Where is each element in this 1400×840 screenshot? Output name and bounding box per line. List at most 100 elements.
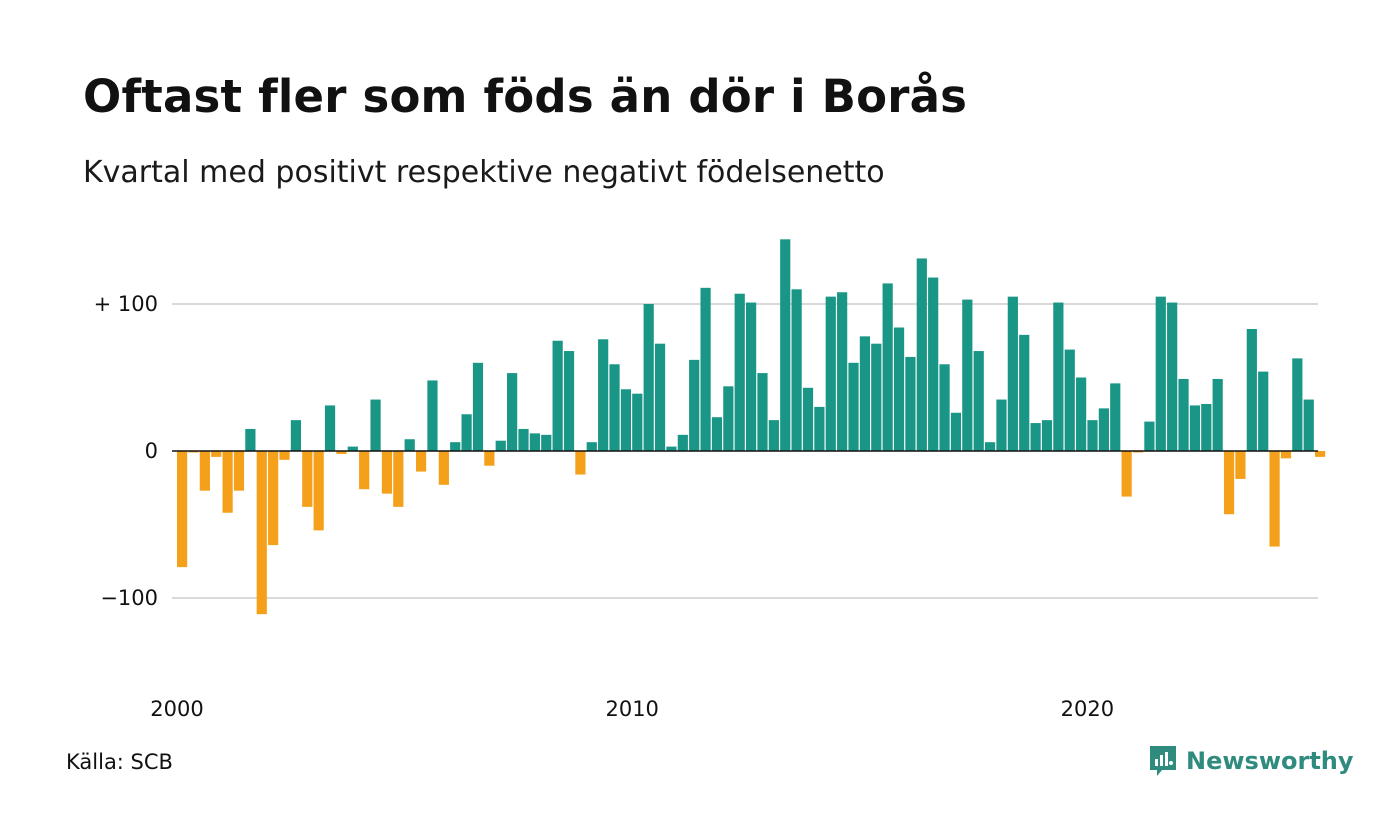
bar-positive [746,302,757,451]
bar-negative [177,451,188,568]
bar-positive [563,351,575,451]
bar-positive [939,364,950,451]
newsworthy-logo[interactable]: Newsworthy [1148,744,1354,778]
bar-positive [370,399,381,451]
bar-negative [279,451,290,460]
bar-positive [324,405,336,451]
bar-positive [734,293,745,451]
bar-positive [814,406,825,451]
bar-positive [461,414,472,451]
bar-positive [905,356,916,451]
bar-positive [620,389,632,451]
bar-positive [768,420,779,451]
bar-positive [962,299,973,451]
bar-positive [677,434,688,451]
bar-negative [1223,451,1235,515]
bar-negative [415,451,427,472]
x-tick-label: 2010 [605,697,658,721]
bar-positive [1064,349,1075,451]
bar-positive [859,336,870,451]
bar-positive [848,362,859,451]
bar-positive [689,359,700,451]
bar-positive [1076,377,1087,451]
bar-negative [359,451,370,490]
x-axis-labels: 2000 2010 2020 [150,697,1114,721]
bar-positive [711,417,723,451]
bar-negative [1269,451,1280,547]
bar-positive [507,373,518,451]
bar-positive [928,277,939,451]
bar-positive [1155,296,1166,451]
newsworthy-logo-icon [1150,746,1176,776]
bar-positive [666,446,677,451]
bar-positive [837,292,848,451]
bar-positive [598,339,609,451]
y-axis-labels: + 100 0 −100 [94,292,158,610]
bar-negative [336,451,347,454]
bar-positive [882,283,893,451]
bar-negative [1280,451,1292,459]
bar-positive [1098,408,1109,451]
bar-positive [1212,378,1223,451]
bar-positive [1178,378,1189,451]
bar-negative [256,451,267,615]
bar-negative [393,451,404,507]
bar-positive [1019,334,1030,451]
bar-positive [1007,296,1018,451]
bar-positive [1246,328,1257,451]
bar-positive [700,287,711,451]
bar-positive [996,399,1007,451]
bar-positive [1110,383,1121,451]
bar-positive [495,440,506,451]
bar-negative [1235,451,1246,479]
x-tick-label: 2020 [1061,697,1114,721]
bar-positive [518,428,529,451]
bar-positive [1053,302,1064,451]
bar-negative [575,451,586,475]
bar-negative [268,451,279,546]
y-tick-label: −100 [100,586,158,610]
x-tick-label: 2000 [150,697,203,721]
bar-positive [950,412,962,451]
bar-positive [347,446,358,451]
bar-negative [381,451,393,494]
bar-negative [484,451,495,466]
bar-negative [211,451,222,457]
y-tick-label: 0 [145,439,158,463]
bar-positive [1201,403,1212,451]
source-note: Källa: SCB [66,750,173,774]
bar-positive [586,442,597,451]
bar-positive [723,386,734,451]
bar-positive [632,393,643,451]
grid-lines [172,303,1318,599]
bar-positive [1303,399,1314,451]
bar-positive [654,343,666,451]
bar-positive [1041,420,1053,451]
bar-negative [438,451,449,485]
bar-negative [199,451,210,491]
bar-positive [245,428,256,451]
bar-positive [791,289,802,451]
bar-positive [1167,302,1178,451]
bar-positive [427,380,438,451]
bar-positive [529,433,540,451]
bar-positive [893,327,905,451]
bar-positive [825,296,836,451]
bar-positive [1189,405,1201,451]
bar-positive [472,362,484,451]
bar-negative [302,451,313,507]
bar-negative [1315,451,1326,457]
bar-positive [871,343,882,451]
bar-positive [757,373,768,451]
bar-negative [233,451,245,491]
bar-positive [984,442,996,451]
bar-negative [222,451,233,513]
bar-positive [404,439,415,451]
chart-title: Oftast fler som föds än dör i Borås [83,70,968,123]
bars [177,239,1326,615]
bar-positive [552,340,563,451]
bar-positive [290,420,301,451]
chart-subtitle: Kvartal med positivt respektive negativt… [83,155,885,190]
bar-positive [1292,358,1303,451]
